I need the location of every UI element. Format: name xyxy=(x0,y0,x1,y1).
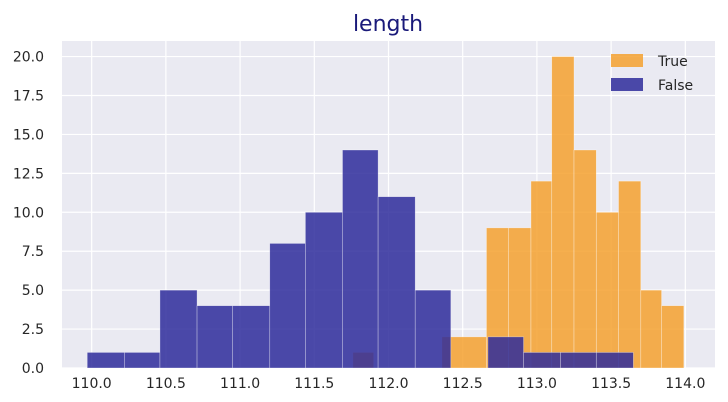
legend-label: True xyxy=(657,54,688,70)
x-tick-label: 113.0 xyxy=(517,376,557,392)
x-tick-label: 111.5 xyxy=(294,376,334,392)
histogram-bar xyxy=(595,352,634,369)
x-tick-label: 114.0 xyxy=(665,376,705,392)
chart-title: length xyxy=(353,12,423,37)
series-false xyxy=(86,149,634,369)
x-tick-label: 113.5 xyxy=(591,376,631,392)
x-tick-label: 112.5 xyxy=(443,376,483,392)
legend: True False xyxy=(611,54,693,94)
x-tick-label: 110.0 xyxy=(72,376,112,392)
histogram-bar xyxy=(124,352,161,369)
histogram-bar xyxy=(269,243,306,369)
histogram-bar xyxy=(530,180,553,369)
histogram-bar xyxy=(595,211,619,369)
histogram-bar xyxy=(159,289,198,369)
histogram-bars xyxy=(86,56,685,369)
histogram-bar xyxy=(305,211,343,369)
y-tick-label: 5.0 xyxy=(22,283,44,299)
histogram-bar xyxy=(618,180,642,369)
y-tick-label: 20.0 xyxy=(13,50,44,66)
x-axis-ticks: 110.0 110.5 111.0 111.5 112.0 112.5 113.0 113.5… xyxy=(72,376,706,392)
histogram-bar xyxy=(232,305,271,369)
legend-label: False xyxy=(658,78,693,94)
x-tick-label: 110.5 xyxy=(146,376,186,392)
y-tick-label: 0.0 xyxy=(22,361,44,377)
x-tick-label: 111.0 xyxy=(220,376,260,392)
legend-swatch xyxy=(611,54,643,67)
histogram-bar xyxy=(573,149,597,369)
histogram-bar xyxy=(414,289,452,369)
histogram-bar xyxy=(523,352,561,369)
y-tick-label: 17.5 xyxy=(13,89,44,105)
histogram-bar xyxy=(661,305,685,369)
y-tick-label: 7.5 xyxy=(22,244,44,260)
x-tick-label: 112.0 xyxy=(368,376,408,392)
y-tick-label: 12.5 xyxy=(13,166,44,182)
histogram-bar xyxy=(377,196,416,369)
histogram-bar xyxy=(342,149,379,369)
y-tick-label: 15.0 xyxy=(13,127,44,143)
histogram-bar xyxy=(560,352,597,369)
histogram-bar xyxy=(86,352,125,369)
y-tick-label: 10.0 xyxy=(13,205,44,221)
histogram-bar xyxy=(196,305,233,369)
y-axis-ticks: 0.0 2.5 5.0 7.5 10.0 12.5 15.0 17.5 20.0 xyxy=(13,50,44,377)
histogram-bar xyxy=(551,56,575,369)
histogram-bar xyxy=(640,289,662,369)
legend-swatch xyxy=(611,78,643,91)
y-tick-label: 2.5 xyxy=(22,322,44,338)
histogram-bar xyxy=(487,336,524,369)
